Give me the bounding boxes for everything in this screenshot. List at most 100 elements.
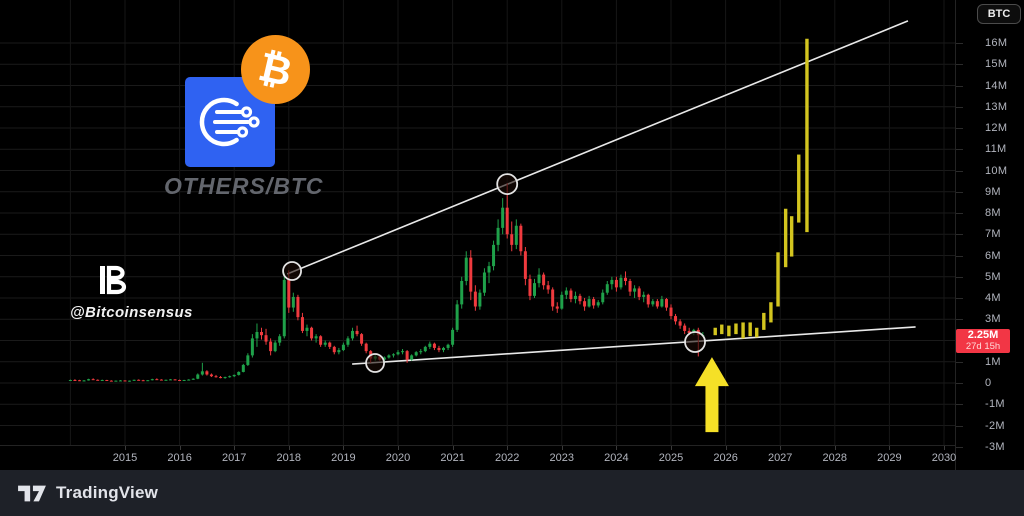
- time-axis-label: 2022: [494, 452, 520, 464]
- time-axis[interactable]: 2015 2016 2017 2018 2019 2020 2021 2022 2023 2024…: [0, 445, 956, 470]
- price-axis-label: 7M: [985, 228, 1001, 241]
- price-axis-label: 9M: [985, 185, 1001, 198]
- candle-body: [205, 371, 209, 375]
- candle-body: [68, 380, 72, 382]
- price-axis-label: 0: [985, 377, 992, 389]
- candle-body: [664, 299, 668, 308]
- candle-body: [118, 380, 122, 382]
- candle-body: [628, 281, 632, 292]
- candle-body: [264, 335, 268, 342]
- candle-body: [91, 379, 95, 381]
- price-axis-label: 5M: [985, 270, 1001, 283]
- candle-body: [355, 330, 359, 335]
- projection-bar: [776, 252, 780, 307]
- candle-body: [100, 380, 104, 382]
- bitcoinsensus-logo-icon: [99, 263, 131, 302]
- candle-body: [619, 277, 623, 288]
- candle-body: [291, 296, 295, 308]
- candle-body: [269, 341, 273, 352]
- candle-body: [537, 274, 541, 284]
- candle-body: [282, 279, 286, 337]
- time-axis-tick: [780, 446, 782, 450]
- candle-body: [96, 379, 100, 381]
- candle-body: [624, 277, 628, 281]
- price-axis-tick: [956, 319, 963, 321]
- candle-body: [555, 306, 559, 309]
- price-axis-tick: [956, 64, 963, 66]
- candle-body: [455, 304, 459, 330]
- price-axis[interactable]: 16M 15M 14M 13M 12M 11M 10M 9M 8M 7M 6M 5M 4M 3M 1M 0 -1…: [955, 0, 1024, 470]
- candle-body: [446, 344, 450, 348]
- projection-bar: [769, 302, 773, 323]
- symbol-currency-button[interactable]: BTC: [977, 4, 1021, 24]
- candle-body: [487, 266, 491, 273]
- price-axis-label: 10M: [985, 164, 1008, 177]
- candle-body: [337, 350, 341, 353]
- time-axis-label: 2025: [658, 452, 684, 464]
- up-arrow-annotation: [694, 357, 729, 433]
- tradingview-logo-icon[interactable]: [16, 480, 48, 506]
- candle-body: [214, 376, 218, 378]
- price-axis-tick: [956, 404, 963, 406]
- candle-body: [533, 283, 536, 296]
- projection-bar: [727, 325, 731, 337]
- price-axis-label: 15M: [985, 58, 1008, 71]
- candle-body: [642, 294, 646, 297]
- projection-bar: [762, 312, 766, 330]
- price-axis-tick: [956, 255, 963, 257]
- price-axis-label: 16M: [985, 37, 1008, 49]
- chart-plot-area[interactable]: [0, 0, 955, 445]
- price-axis-tick: [956, 298, 963, 299]
- trendline-touch-circle: [684, 331, 706, 353]
- projection-bar: [797, 154, 801, 223]
- candle-body: [655, 301, 659, 307]
- time-axis-tick: [234, 446, 236, 450]
- candle-body: [687, 330, 691, 334]
- candle-body: [182, 380, 186, 382]
- upper-resistance-trendline: [286, 20, 909, 275]
- price-axis-label: 14M: [985, 79, 1008, 92]
- candle-body: [78, 380, 82, 382]
- candle-body: [146, 380, 150, 382]
- time-axis-label: 2029: [877, 452, 902, 464]
- candle-body: [178, 380, 182, 382]
- candle-body: [228, 376, 232, 378]
- projection-bar: [805, 38, 809, 233]
- candle-body: [364, 343, 368, 352]
- time-axis-label: 2028: [822, 452, 848, 464]
- candle-body: [573, 295, 577, 300]
- candle-body: [123, 380, 127, 382]
- time-axis-label: 2027: [767, 452, 793, 464]
- time-axis-tick: [288, 446, 290, 450]
- time-axis-tick: [507, 446, 509, 450]
- candle-body: [592, 299, 596, 306]
- time-axis-label: 2015: [112, 452, 138, 464]
- candle-body: [542, 274, 546, 286]
- candle-body: [410, 355, 414, 360]
- trendline-touch-circle: [365, 353, 385, 373]
- projection-bar: [755, 327, 759, 338]
- time-axis-tick: [398, 446, 399, 450]
- candle-body: [328, 342, 332, 347]
- candle-body: [646, 294, 650, 305]
- price-axis-label: -1M: [985, 398, 1005, 411]
- candle-body: [637, 288, 641, 297]
- price-axis-label: 6M: [985, 249, 1001, 262]
- tradingview-brand[interactable]: TradingView: [56, 483, 159, 502]
- candle-body: [296, 296, 300, 318]
- time-axis-tick: [561, 446, 563, 450]
- bar-countdown: 27d 15h: [965, 340, 1001, 352]
- price-axis-label: 1M: [985, 355, 1001, 368]
- candle-body: [255, 332, 259, 339]
- candle-body: [150, 379, 154, 381]
- candle-body: [155, 379, 159, 381]
- candle-body: [246, 355, 250, 365]
- candle-body: [478, 292, 482, 307]
- time-axis-tick: [671, 446, 672, 450]
- candle-body: [250, 338, 254, 356]
- lower-support-trendline: [352, 326, 916, 365]
- author-handle: @Bitcoinsensus: [70, 304, 193, 321]
- price-axis-tick: [956, 446, 963, 448]
- time-axis-tick: [343, 446, 345, 450]
